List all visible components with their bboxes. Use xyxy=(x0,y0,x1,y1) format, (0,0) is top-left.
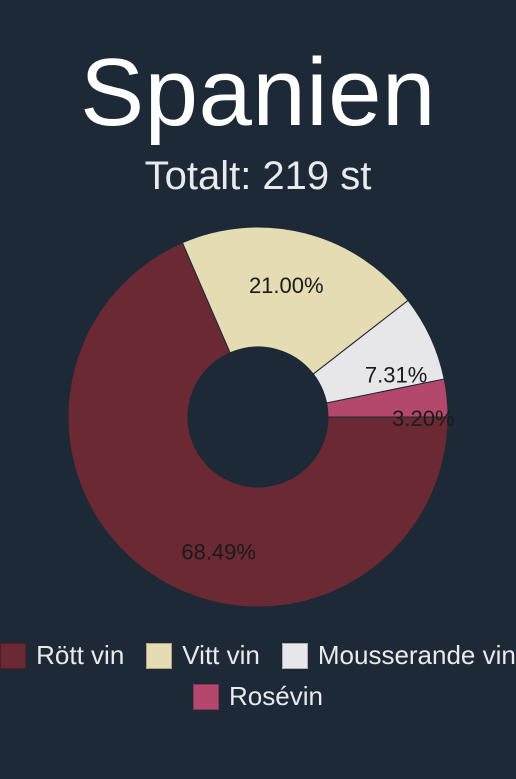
legend-label: Rött vin xyxy=(36,640,124,671)
legend-label: Mousserande vin xyxy=(318,640,516,671)
legend-swatch xyxy=(193,684,219,710)
slice-label: 68.49% xyxy=(181,540,256,565)
legend-item: Vitt vin xyxy=(146,640,260,671)
slice-label: 3.20% xyxy=(392,406,454,431)
page-title: Spanien xyxy=(80,38,436,148)
donut-chart: 68.49% 21.00% 7.31% 3.20% xyxy=(58,217,458,622)
legend-swatch xyxy=(0,643,26,669)
legend-item: Rosévin xyxy=(193,681,323,712)
slice-label: 21.00% xyxy=(249,273,324,298)
slice-label: 7.31% xyxy=(365,363,427,388)
page-subtitle: Totalt: 219 st xyxy=(145,154,372,199)
legend-item: Mousserande vin xyxy=(282,640,516,671)
legend-swatch xyxy=(282,643,308,669)
legend-label: Rosévin xyxy=(229,681,323,712)
legend-label: Vitt vin xyxy=(182,640,260,671)
legend-item: Rött vin xyxy=(0,640,124,671)
legend: Rött vin Vitt vin Mousserande vin Rosévin xyxy=(0,640,516,712)
donut-svg: 68.49% 21.00% 7.31% 3.20% xyxy=(58,217,458,617)
legend-swatch xyxy=(146,643,172,669)
